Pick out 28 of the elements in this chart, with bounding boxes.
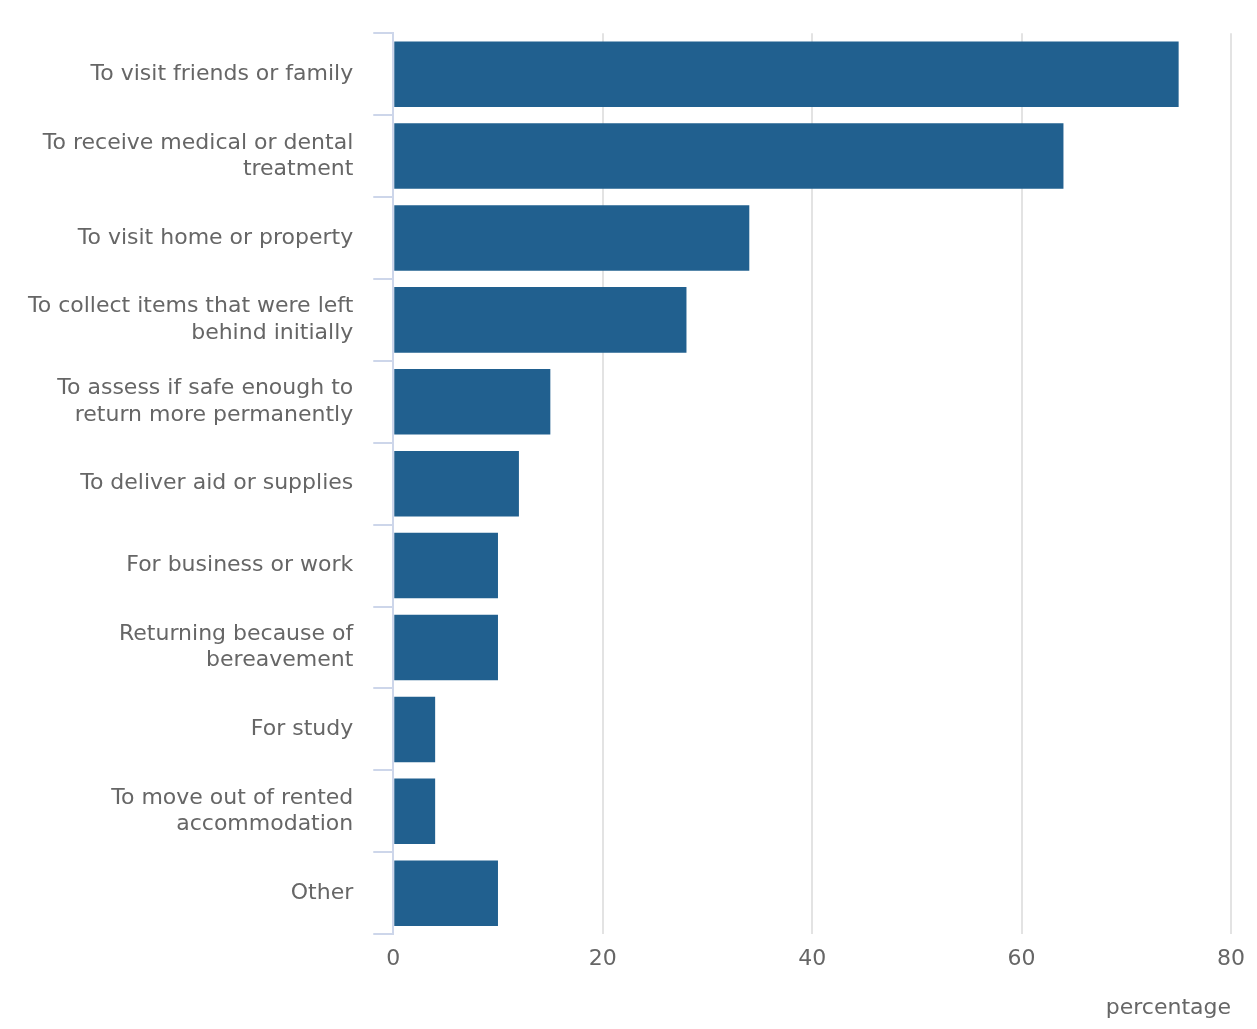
y-tick-label: To visit home or property <box>76 223 354 249</box>
bar <box>394 778 436 845</box>
x-tick-label: 60 <box>1007 945 1036 971</box>
y-tick-label: Other <box>290 878 355 904</box>
bar <box>394 41 1179 107</box>
y-tick-label: To deliver aid or supplies <box>79 469 354 495</box>
bar <box>394 860 498 927</box>
x-tick-label: 40 <box>798 945 827 971</box>
x-axis-title: percentage <box>1105 993 1231 1019</box>
bar <box>394 614 498 681</box>
x-tick-label: 80 <box>1217 945 1245 971</box>
bar <box>394 696 436 763</box>
bar <box>394 369 551 435</box>
y-tick-label: To move out of rented accommodation <box>110 783 354 836</box>
y-tick-label: To collect items that were left behind initially <box>27 292 354 344</box>
bar <box>394 450 519 517</box>
y-tick-label: For study <box>250 715 354 741</box>
bar <box>394 205 750 271</box>
bar <box>394 287 687 353</box>
bar <box>394 123 1064 189</box>
x-tick-label: 20 <box>588 945 617 971</box>
y-tick-label: Returning because of bereavement <box>119 620 355 672</box>
y-tick-label: To assess if safe enough to return more permanently <box>56 374 354 426</box>
y-tick-label: To visit friends or family <box>89 59 354 85</box>
y-tick-label: For business or work <box>126 551 354 577</box>
bar <box>394 532 498 599</box>
x-tick-label: 0 <box>386 945 401 971</box>
y-tick-label: To receive medical or dental treatment <box>41 128 354 180</box>
